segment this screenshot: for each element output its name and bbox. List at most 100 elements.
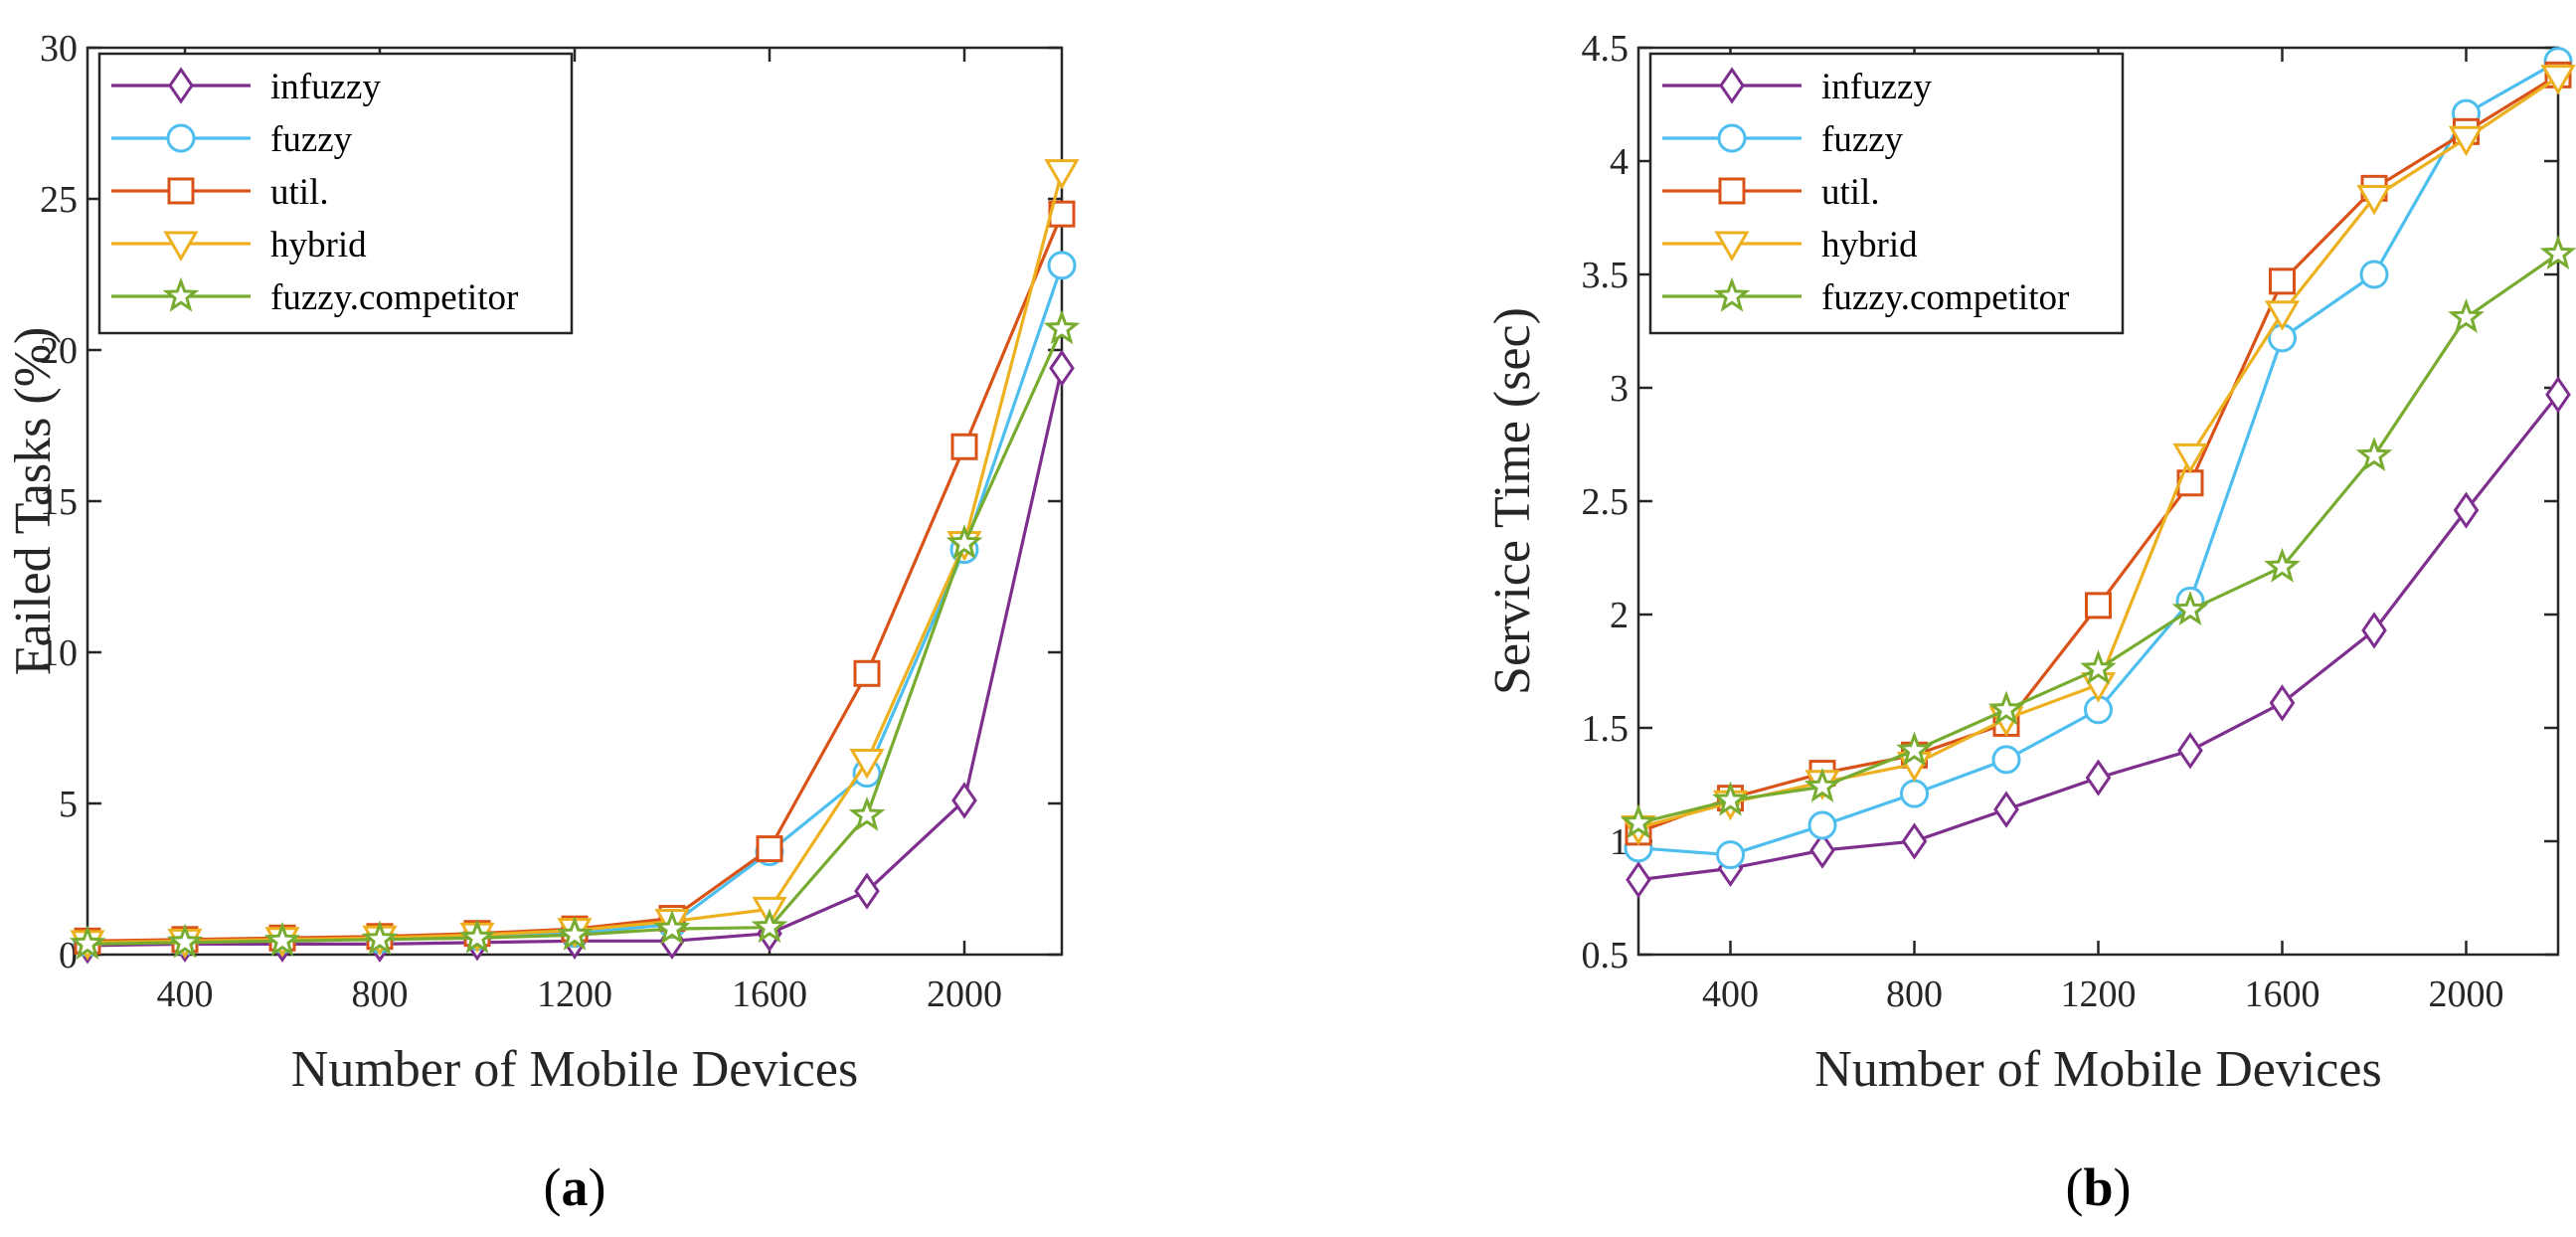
legend-marker bbox=[1719, 67, 1745, 104]
panel-a: 0 5 10 15 20 25 30 400 800 1200 1600 2000 Number of … bbox=[5, 28, 1081, 1217]
data-point bbox=[1049, 349, 1075, 387]
data-point bbox=[263, 922, 301, 957]
data-point bbox=[2085, 759, 2112, 796]
legend-marker bbox=[162, 276, 200, 312]
legend-item: fuzzy.competitor bbox=[111, 276, 518, 318]
legend-marker bbox=[1713, 276, 1751, 312]
data-point bbox=[2545, 376, 2571, 414]
legend-label: fuzzy bbox=[1821, 119, 1904, 160]
legend-label: hybrid bbox=[270, 225, 367, 265]
data-point bbox=[166, 923, 204, 959]
y-tick-label: 3 bbox=[1610, 368, 1629, 410]
legend-label: infuzzy bbox=[1821, 67, 1932, 107]
y-axis-label-b: Service Time (sec) bbox=[1484, 307, 1541, 695]
data-point bbox=[458, 918, 496, 954]
data-point bbox=[945, 524, 983, 560]
legend-label: fuzzy.competitor bbox=[1821, 277, 2069, 318]
legend-label: util. bbox=[1821, 172, 1880, 213]
series-fuzzy bbox=[1624, 47, 2573, 870]
data-point bbox=[2539, 235, 2576, 270]
data-point bbox=[2453, 491, 2480, 529]
x-tick-label: 800 bbox=[1886, 973, 1943, 1015]
data-point bbox=[2171, 591, 2209, 626]
legend-item: util. bbox=[111, 172, 329, 213]
series-infuzzy bbox=[1626, 376, 2571, 899]
legend-marker bbox=[1718, 177, 1746, 205]
data-point bbox=[2177, 732, 2203, 770]
data-point bbox=[751, 908, 788, 944]
legend-item: fuzzy bbox=[111, 119, 353, 160]
legend-marker bbox=[166, 123, 196, 153]
panel-caption-b: (b) bbox=[2065, 1157, 2131, 1217]
series-line bbox=[86, 328, 1064, 946]
x-tick-label: 1200 bbox=[2061, 973, 2137, 1015]
y-tick-label: 4.5 bbox=[1582, 28, 1630, 70]
data-point bbox=[1987, 690, 2025, 726]
data-point bbox=[1626, 861, 1651, 899]
y-tick-label: 3.5 bbox=[1582, 255, 1630, 296]
series-line bbox=[1637, 393, 2560, 882]
x-tick-label: 2000 bbox=[2429, 973, 2504, 1015]
data-point bbox=[1043, 309, 1081, 345]
x-tick-label: 1200 bbox=[537, 973, 612, 1015]
data-point bbox=[1716, 840, 1745, 870]
data-point bbox=[853, 659, 881, 687]
y-tick-label: 0.5 bbox=[1582, 935, 1630, 976]
data-point bbox=[2359, 260, 2389, 289]
x-tick-label: 400 bbox=[157, 973, 214, 1015]
y-tick-label: 4 bbox=[1610, 141, 1629, 183]
legend-marker bbox=[163, 231, 199, 263]
x-tick-label: 2000 bbox=[927, 973, 1002, 1015]
data-point bbox=[2269, 684, 2296, 722]
legend-item: fuzzy.competitor bbox=[1662, 276, 2069, 318]
data-point bbox=[1620, 803, 1657, 839]
series-fuzzy bbox=[73, 251, 1077, 958]
data-point bbox=[848, 795, 886, 831]
y-tick-label: 1.5 bbox=[1582, 708, 1630, 750]
data-point bbox=[1900, 779, 1929, 808]
y-tick-label: 0 bbox=[59, 935, 78, 976]
x-tick-label: 400 bbox=[1702, 973, 1759, 1015]
y-tick-label: 10 bbox=[40, 632, 78, 674]
data-point bbox=[1712, 781, 1749, 816]
data-point bbox=[69, 925, 106, 960]
legend-label: hybrid bbox=[1821, 225, 1918, 265]
data-point bbox=[2172, 442, 2208, 474]
data-point bbox=[2264, 547, 2301, 583]
data-point bbox=[1803, 767, 1841, 802]
series-fuzzy-competitor bbox=[1620, 235, 2576, 839]
data-point bbox=[1047, 251, 1077, 280]
data-point bbox=[1901, 822, 1928, 860]
legend-marker bbox=[168, 67, 194, 104]
data-point bbox=[1809, 831, 1835, 869]
x-tick-label: 1600 bbox=[732, 973, 807, 1015]
y-axis-label-a: Failed Tasks (%) bbox=[5, 327, 62, 676]
x-axis-label-b: Number of Mobile Devices bbox=[1814, 1041, 2381, 1098]
series-line bbox=[86, 367, 1064, 948]
data-point bbox=[2355, 437, 2393, 472]
legend-item: fuzzy bbox=[1662, 119, 1904, 160]
data-point bbox=[2361, 612, 2387, 649]
data-point bbox=[2448, 125, 2485, 157]
data-point bbox=[1896, 731, 1933, 767]
y-tick-label: 25 bbox=[40, 179, 78, 221]
y-tick-label: 15 bbox=[40, 481, 78, 523]
data-point bbox=[1993, 791, 2019, 828]
legend-label: fuzzy bbox=[270, 119, 353, 160]
series-fuzzy-competitor bbox=[69, 309, 1081, 960]
series-line bbox=[86, 265, 1064, 945]
data-point bbox=[361, 920, 399, 956]
data-point bbox=[854, 872, 880, 910]
data-point bbox=[2540, 65, 2576, 95]
legend-b: infuzzy fuzzy util. hybrid fuzzy.competitor bbox=[1648, 52, 2125, 335]
y-tick-label: 1 bbox=[1610, 821, 1629, 863]
legend-marker bbox=[167, 177, 195, 205]
data-point bbox=[1807, 810, 1837, 840]
data-point bbox=[2269, 267, 2296, 295]
data-point bbox=[1991, 745, 2021, 775]
data-point bbox=[756, 835, 783, 863]
x-tick-label: 1600 bbox=[2245, 973, 2320, 1015]
data-point bbox=[1044, 159, 1080, 190]
legend-item: util. bbox=[1662, 172, 1880, 213]
